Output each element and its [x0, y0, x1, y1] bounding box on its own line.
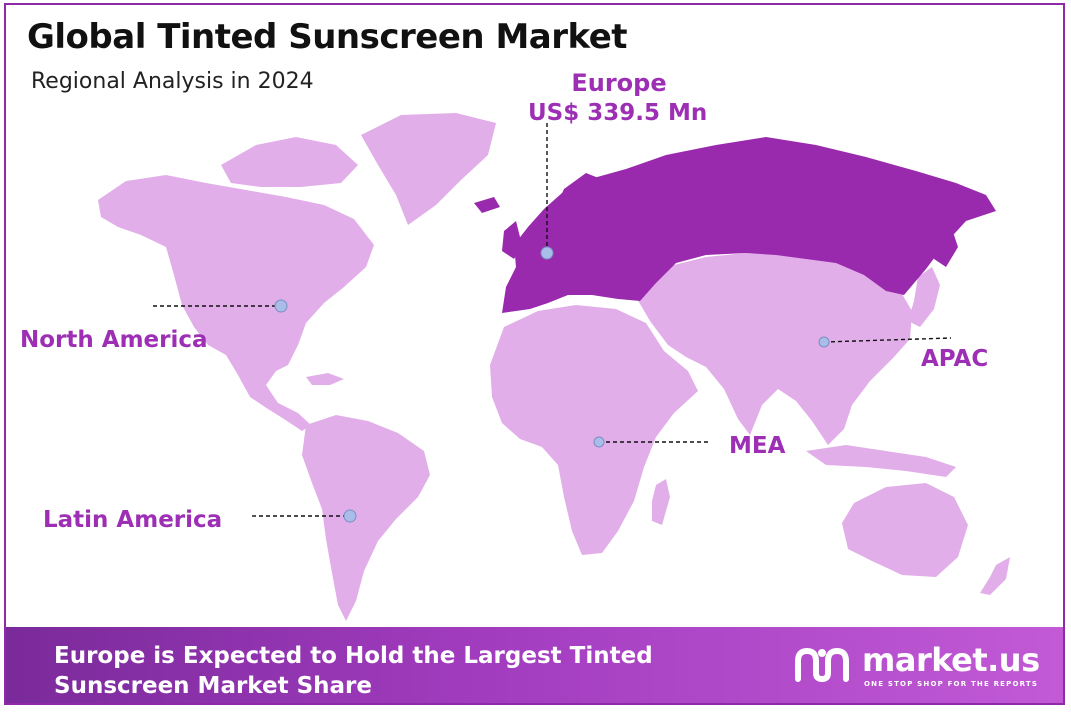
- page-subtitle: Regional Analysis in 2024: [31, 69, 314, 94]
- region-scandinavia: [550, 173, 606, 233]
- region-madagascar: [652, 479, 670, 525]
- label-north-america: North America: [20, 327, 208, 353]
- region-greenland: [361, 113, 496, 225]
- infographic-frame: Global Tinted Sunscreen Market Regional …: [4, 3, 1065, 705]
- marker-latin-america: [343, 509, 357, 523]
- marker-mea: [593, 436, 605, 448]
- leader-line-apac: [823, 337, 952, 343]
- marker-apac: [818, 336, 830, 348]
- region-caribbean: [306, 373, 344, 385]
- region-south-america: [302, 415, 430, 621]
- value-europe: US$ 339.5 Mn: [528, 100, 708, 126]
- world-map: [98, 113, 1010, 621]
- banner-text: Europe is Expected to Hold the Largest T…: [54, 643, 653, 699]
- label-europe: Europe: [571, 69, 667, 97]
- region-africa: [490, 305, 698, 555]
- region-arctic-islands: [221, 137, 358, 187]
- marker-north-america: [274, 299, 288, 313]
- page-title: Global Tinted Sunscreen Market: [27, 17, 628, 57]
- region-new-zealand: [980, 557, 1010, 595]
- region-russia-far-east: [934, 223, 958, 267]
- label-mea: MEA: [729, 433, 786, 459]
- marker-europe: [540, 246, 554, 260]
- region-asia: [636, 253, 912, 445]
- logo-tagline: ONE STOP SHOP FOR THE REPORTS: [864, 680, 1039, 688]
- region-europe: [502, 137, 996, 313]
- label-latin-america: Latin America: [43, 507, 223, 533]
- label-apac: APAC: [921, 346, 989, 372]
- region-sea-islands: [806, 445, 956, 477]
- market-us-logo: market.us ONE STOP SHOP FOR THE REPORTS: [792, 641, 1042, 693]
- logo-name: market.us: [862, 641, 1040, 679]
- bottom-banner: Europe is Expected to Hold the Largest T…: [6, 627, 1063, 703]
- region-iceland: [474, 197, 500, 213]
- region-japan: [908, 267, 940, 327]
- region-british-isles: [502, 221, 522, 259]
- region-australia: [842, 483, 968, 577]
- market-us-logo-icon: [795, 647, 849, 683]
- region-north-america: [98, 175, 374, 431]
